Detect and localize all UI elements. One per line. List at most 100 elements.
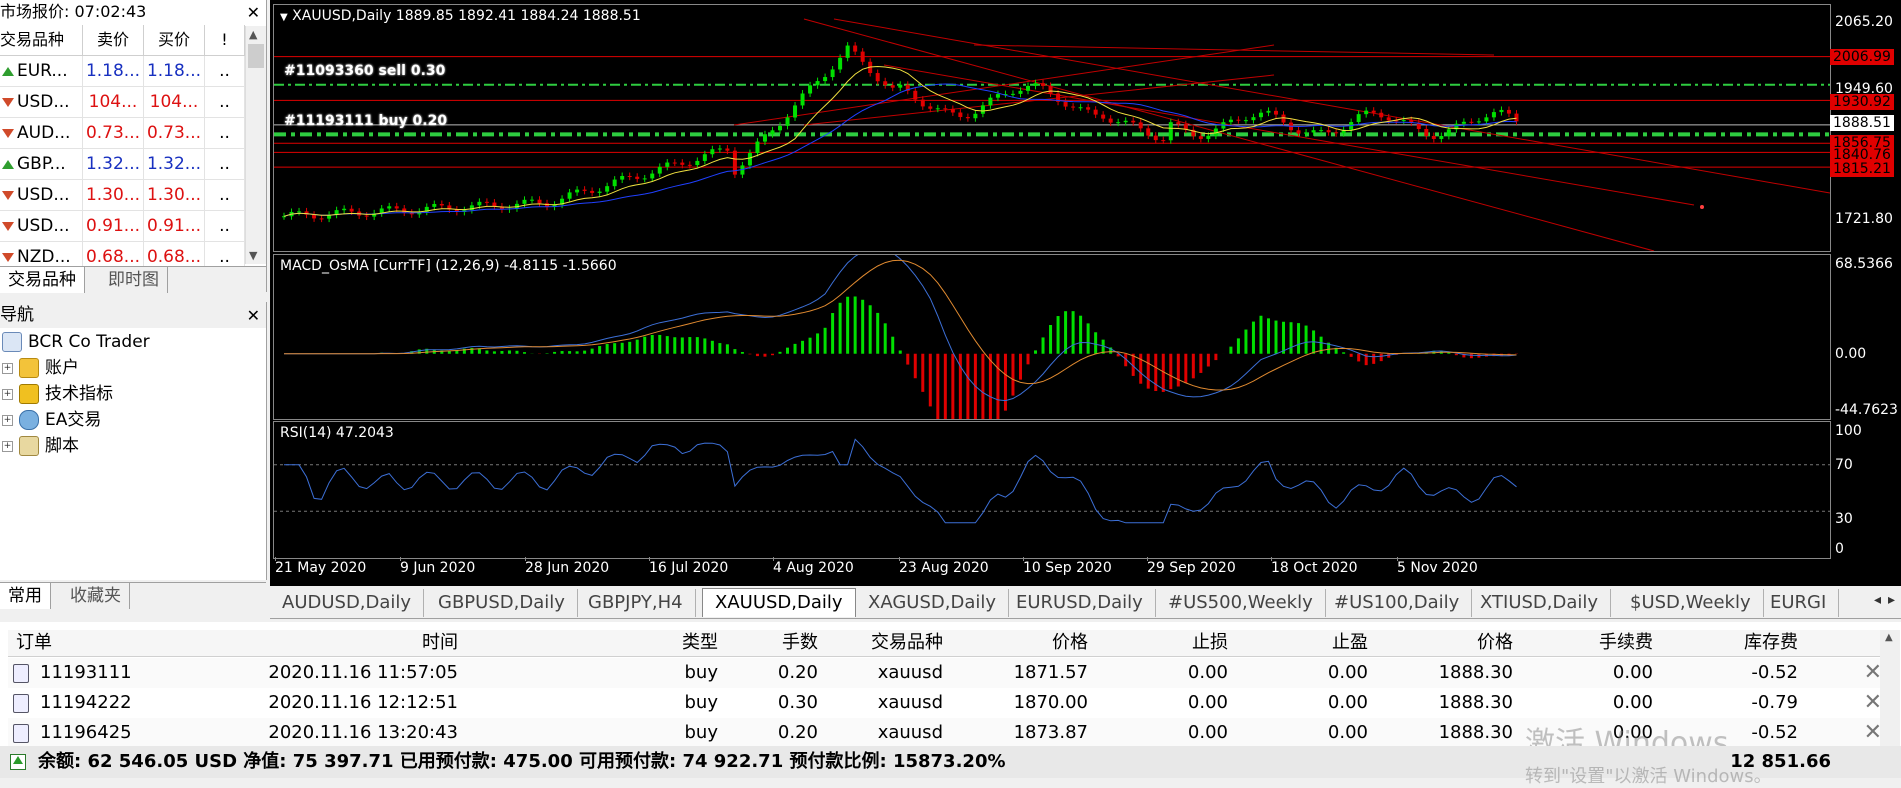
candle bbox=[1394, 120, 1399, 122]
scroll-down-icon[interactable]: ▼ bbox=[249, 249, 258, 262]
tab-chart[interactable]: EURUSD,Daily bbox=[1004, 589, 1156, 617]
column-symbol[interactable]: 交易品种 bbox=[0, 25, 83, 55]
column-header[interactable]: 订单 bbox=[16, 632, 52, 653]
date-label: 18 Oct 2020 bbox=[1271, 560, 1358, 576]
column-header[interactable]: 类型 bbox=[682, 632, 718, 653]
tab-chart[interactable]: XAUUSD,Daily bbox=[702, 588, 856, 617]
tab-common[interactable]: 常用 bbox=[0, 583, 51, 609]
price-axis[interactable]: 2065.20 1949.60 1721.80 2006.99 1930.92 … bbox=[1829, 4, 1901, 252]
price-chart-pane[interactable]: ▼ XAUUSD,Daily 1889.85 1892.41 1884.24 1… bbox=[273, 4, 1831, 252]
expand-icon[interactable]: + bbox=[2, 388, 13, 400]
macd-pane[interactable]: MACD_OsMA [CurrTF] (12,26,9) -4.8115 -1.… bbox=[273, 254, 1831, 420]
nav-item-scripts[interactable]: + 脚本 bbox=[2, 436, 79, 456]
column-header[interactable]: 止损 bbox=[1192, 632, 1228, 653]
order-comm: 0.00 bbox=[1612, 722, 1653, 743]
candle bbox=[590, 190, 595, 193]
candle bbox=[1251, 117, 1256, 121]
candle bbox=[1146, 128, 1151, 136]
chart-window[interactable]: ▼ XAUUSD,Daily 1889.85 1892.41 1884.24 1… bbox=[270, 0, 1901, 586]
candle bbox=[1183, 124, 1188, 130]
close-icon[interactable]: ✕ bbox=[246, 3, 260, 22]
bid-cell: 1.32... bbox=[83, 149, 144, 179]
chart-dropdown-icon[interactable]: ▼ bbox=[280, 12, 288, 23]
navigator-title-bar: 导航 ✕ bbox=[0, 302, 266, 328]
market-watch-row[interactable]: USD... 0.91... 0.91..... bbox=[0, 211, 245, 242]
tab-chart[interactable]: GBPUSD,Daily bbox=[426, 589, 578, 617]
tab-chart[interactable]: EURGI bbox=[1758, 589, 1840, 617]
column-header[interactable]: 止盈 bbox=[1332, 632, 1368, 653]
order-order: 11193111 bbox=[40, 662, 132, 683]
extra-cell: .. bbox=[205, 149, 245, 179]
tab-chart[interactable]: #US500,Weekly bbox=[1156, 589, 1326, 617]
arrow-up-icon bbox=[10, 754, 26, 770]
rsi-pane[interactable]: RSI(14) 47.2043 bbox=[273, 421, 1831, 559]
close-order-icon[interactable]: ✕ bbox=[1863, 720, 1882, 745]
expand-icon[interactable]: + bbox=[2, 362, 13, 374]
order-order: 11196425 bbox=[40, 722, 132, 743]
market-watch-row[interactable]: NZD... 0.68... 0.68..... bbox=[0, 242, 245, 273]
close-order-icon[interactable]: ✕ bbox=[1863, 660, 1882, 685]
symbol-cell: USD... bbox=[0, 180, 83, 210]
tab-chart[interactable]: #US100,Daily bbox=[1322, 589, 1473, 617]
scrollbar[interactable]: ▲ ▼ bbox=[245, 26, 266, 264]
column-header[interactable]: 价格 bbox=[1052, 632, 1088, 653]
column-header[interactable]: 库存费 bbox=[1744, 632, 1798, 653]
ask-cell: 1.32... bbox=[144, 149, 205, 179]
nav-item-indicators[interactable]: + 技术指标 bbox=[2, 384, 113, 404]
market-watch-row[interactable]: AUD... 0.73... 0.73..... bbox=[0, 118, 245, 149]
tab-chart[interactable]: AUDUSD,Daily bbox=[270, 589, 425, 617]
expand-icon[interactable]: + bbox=[2, 440, 13, 452]
column-header[interactable]: 时间 bbox=[422, 632, 458, 653]
date-label: 16 Jul 2020 bbox=[649, 560, 729, 576]
tab-scroll-left-icon[interactable]: ◂ bbox=[1874, 592, 1882, 608]
rsi-axis-label: 0 bbox=[1835, 541, 1844, 557]
candle bbox=[1153, 135, 1158, 141]
candle bbox=[1131, 120, 1136, 123]
nav-item-expert-advisors[interactable]: + EA交易 bbox=[2, 410, 102, 430]
scroll-up-icon[interactable]: ▲ bbox=[1885, 632, 1893, 643]
column-header[interactable]: 价格 bbox=[1477, 632, 1513, 653]
ask-cell: 0.73... bbox=[144, 118, 205, 148]
expand-icon[interactable]: + bbox=[2, 414, 13, 426]
order-row[interactable]: 11196425 2020.11.16 13:20:43 buy 0.20 xauusd… bbox=[8, 718, 1884, 749]
order-sl: 0.00 bbox=[1187, 722, 1228, 743]
candle bbox=[1191, 129, 1196, 137]
column-header[interactable]: 手数 bbox=[782, 632, 818, 653]
candle bbox=[297, 211, 302, 213]
order-swap: -0.52 bbox=[1751, 662, 1798, 683]
tab-chart[interactable]: XTIUSD,Daily bbox=[1468, 589, 1612, 617]
tab-chart[interactable]: XAGUSD,Daily bbox=[856, 589, 1010, 617]
close-order-icon[interactable]: ✕ bbox=[1863, 690, 1882, 715]
order-comm: 0.00 bbox=[1612, 662, 1653, 683]
tab-tick-chart[interactable]: 即时图 bbox=[100, 267, 168, 293]
order-row[interactable]: 11193111 2020.11.16 11:57:05 buy 0.20 xauusd… bbox=[8, 658, 1884, 689]
tab-symbols[interactable]: 交易品种 bbox=[0, 267, 85, 293]
market-watch-row[interactable]: USD... 1.30... 1.30..... bbox=[0, 180, 245, 211]
tab-chart[interactable]: GBPJPY,H4 bbox=[576, 589, 696, 617]
tab-scroll-right-icon[interactable]: ▸ bbox=[1888, 592, 1896, 608]
column-bid[interactable]: 卖价 bbox=[83, 25, 144, 55]
candle bbox=[537, 199, 542, 204]
order-cur: 1888.30 bbox=[1438, 722, 1513, 743]
market-watch-row[interactable]: USD... 104... 104..... bbox=[0, 87, 245, 118]
candle bbox=[928, 106, 933, 109]
market-watch-row[interactable]: GBP... 1.32... 1.32..... bbox=[0, 149, 245, 180]
candle bbox=[890, 85, 895, 88]
scrollbar-thumb[interactable] bbox=[248, 44, 264, 68]
scroll-up-icon[interactable]: ▲ bbox=[249, 28, 258, 41]
column-header[interactable]: 交易品种 bbox=[871, 632, 943, 653]
column-extra[interactable]: ! bbox=[205, 25, 245, 55]
nav-root[interactable]: BCR Co Trader bbox=[2, 330, 150, 354]
price-chart-canvas[interactable] bbox=[274, 5, 1830, 251]
candle bbox=[1026, 85, 1030, 91]
column-header[interactable]: 手续费 bbox=[1599, 632, 1653, 653]
close-icon[interactable]: ✕ bbox=[246, 306, 260, 325]
column-ask[interactable]: 买价 bbox=[144, 25, 205, 55]
scrollbar[interactable]: ▲ bbox=[1880, 630, 1900, 746]
market-watch-row[interactable]: EUR... 1.18... 1.18..... bbox=[0, 56, 245, 87]
nav-item-accounts[interactable]: + 账户 bbox=[2, 358, 79, 378]
candle bbox=[860, 51, 865, 62]
order-row[interactable]: 11194222 2020.11.16 12:12:51 buy 0.30 xauusd… bbox=[8, 688, 1884, 719]
tab-favorites[interactable]: 收藏夹 bbox=[62, 583, 130, 609]
tab-chart[interactable]: $USD,Weekly bbox=[1618, 589, 1764, 617]
